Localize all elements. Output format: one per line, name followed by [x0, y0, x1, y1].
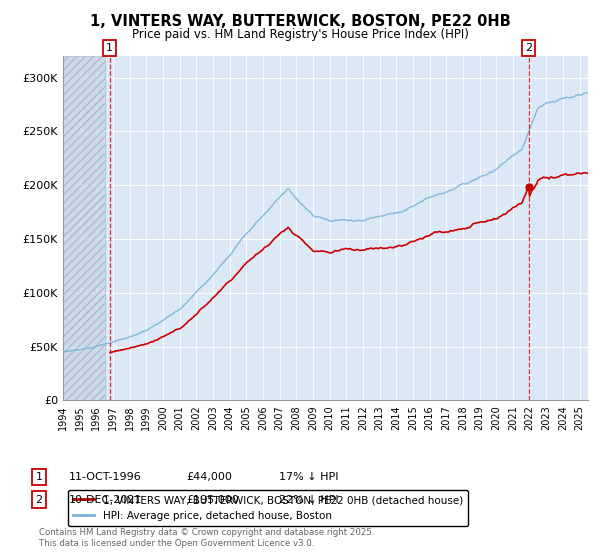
Text: 2: 2 — [525, 43, 532, 53]
Legend: 1, VINTERS WAY, BUTTERWICK, BOSTON, PE22 0HB (detached house), HPI: Average pric: 1, VINTERS WAY, BUTTERWICK, BOSTON, PE22… — [68, 490, 468, 526]
Text: 10-DEC-2021: 10-DEC-2021 — [69, 494, 143, 505]
Text: 17% ↓ HPI: 17% ↓ HPI — [279, 472, 338, 482]
Text: £195,000: £195,000 — [186, 494, 239, 505]
Bar — [63, 56, 104, 400]
Text: 1: 1 — [106, 43, 113, 53]
Text: 1, VINTERS WAY, BUTTERWICK, BOSTON, PE22 0HB: 1, VINTERS WAY, BUTTERWICK, BOSTON, PE22… — [89, 14, 511, 29]
Text: 1: 1 — [35, 472, 43, 482]
Text: £44,000: £44,000 — [186, 472, 232, 482]
Text: Contains HM Land Registry data © Crown copyright and database right 2025.
This d: Contains HM Land Registry data © Crown c… — [39, 528, 374, 548]
Text: 11-OCT-1996: 11-OCT-1996 — [69, 472, 142, 482]
Text: 2: 2 — [35, 494, 43, 505]
Text: Price paid vs. HM Land Registry's House Price Index (HPI): Price paid vs. HM Land Registry's House … — [131, 28, 469, 41]
Text: 22% ↓ HPI: 22% ↓ HPI — [279, 494, 338, 505]
